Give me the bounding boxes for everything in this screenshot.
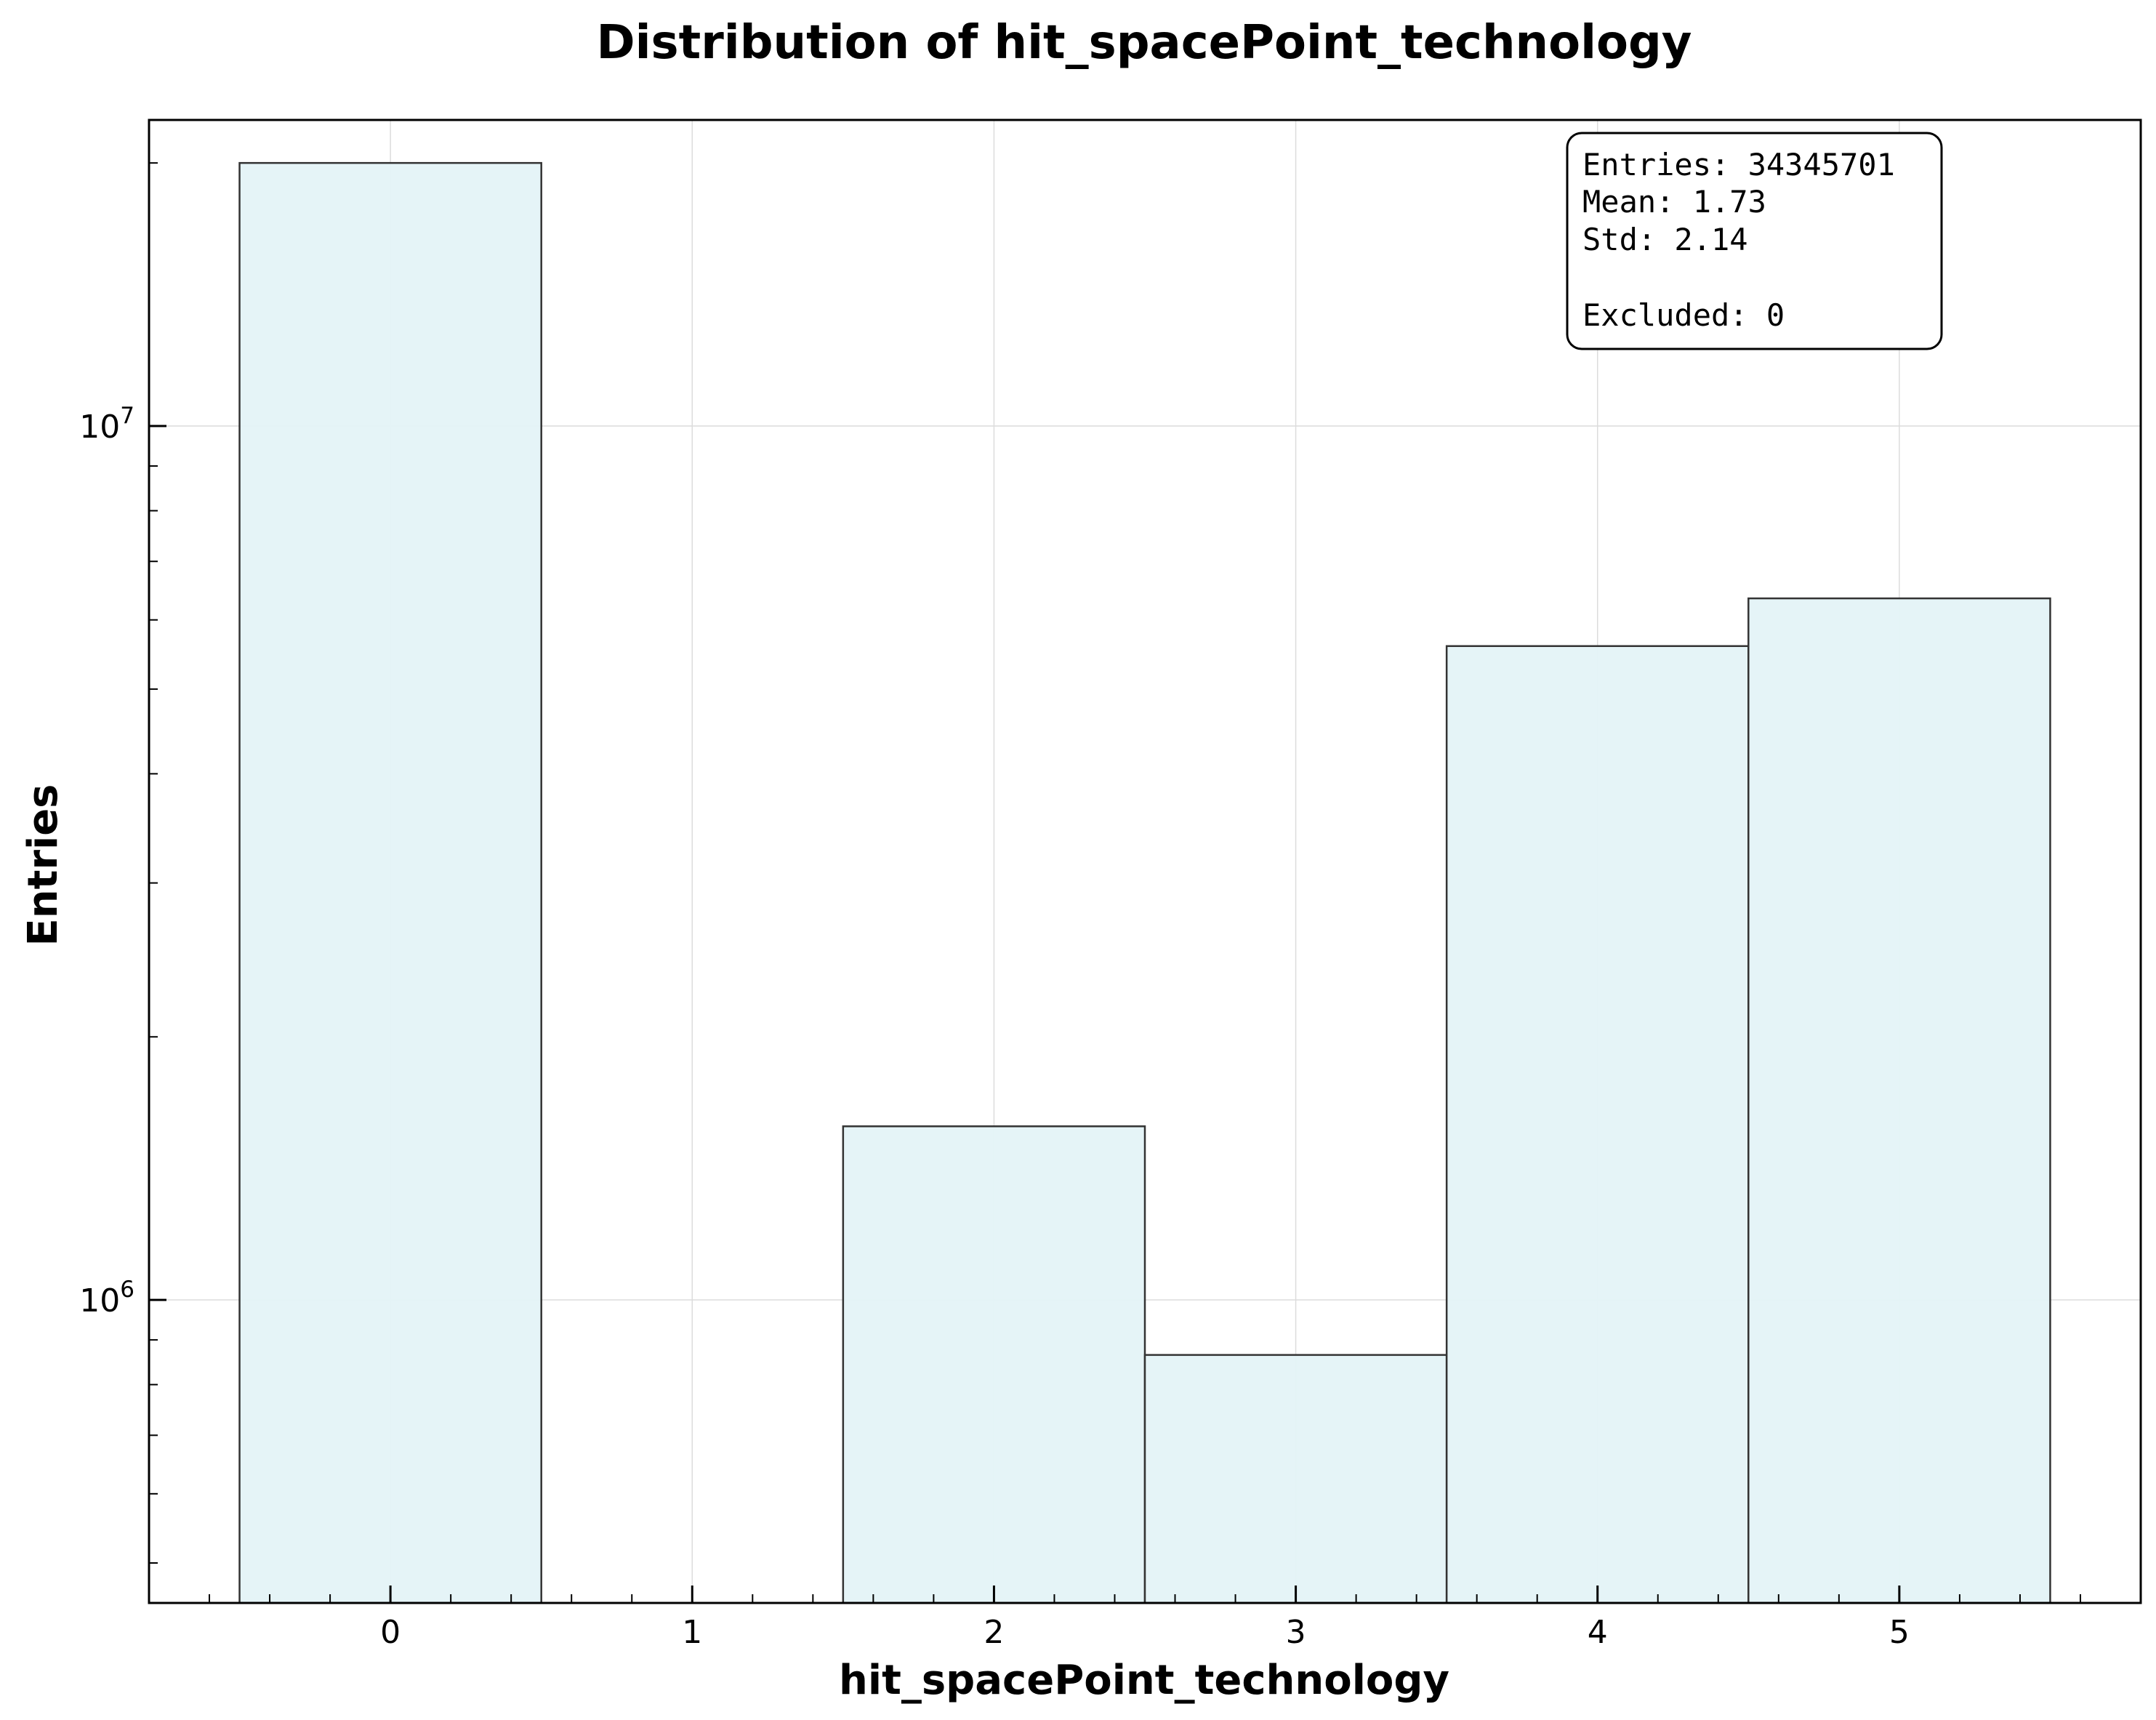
stats-mean: Mean: 1.73 xyxy=(1582,184,1766,220)
plot-frame xyxy=(148,118,2142,1604)
x-tick-label: 3 xyxy=(1286,1614,1306,1651)
y-tick-label: 106 xyxy=(79,1277,134,1319)
histogram-bar xyxy=(1445,645,1750,1604)
stats-entries: Entries: 34345701 xyxy=(1582,147,1895,182)
x-tick-label: 5 xyxy=(1889,1614,1910,1651)
histogram-bars xyxy=(238,161,2051,1604)
stats-excluded: Excluded: 0 xyxy=(1582,297,1785,333)
x-tick-label: 4 xyxy=(1588,1614,1608,1651)
x-tick-label: 1 xyxy=(682,1614,702,1651)
chart-title: Distribution of hit_spacePoint_technolog… xyxy=(596,16,1692,70)
stats-box: Entries: 34345701 Mean: 1.73 Std: 2.14 E… xyxy=(1566,132,1943,350)
x-tick-label: 2 xyxy=(984,1614,1004,1651)
histogram-bar xyxy=(842,1125,1146,1604)
y-axis-label: Entries xyxy=(20,784,67,946)
stats-box-frame xyxy=(1566,132,1943,350)
y-tick-base: 10 xyxy=(79,1282,120,1319)
y-tick-label: 107 xyxy=(79,403,134,446)
y-tick-base: 10 xyxy=(79,409,120,446)
x-axis-label: hit_spacePoint_technology xyxy=(839,1657,1449,1704)
histogram-bar xyxy=(1143,1354,1448,1604)
x-tick-label: 0 xyxy=(380,1614,401,1651)
histogram-bar xyxy=(1747,597,2051,1604)
stats-std: Std: 2.14 xyxy=(1582,222,1748,257)
y-tick-exponent: 6 xyxy=(120,1277,134,1303)
histogram-bar xyxy=(238,161,542,1604)
y-tick-exponent: 7 xyxy=(120,403,134,429)
